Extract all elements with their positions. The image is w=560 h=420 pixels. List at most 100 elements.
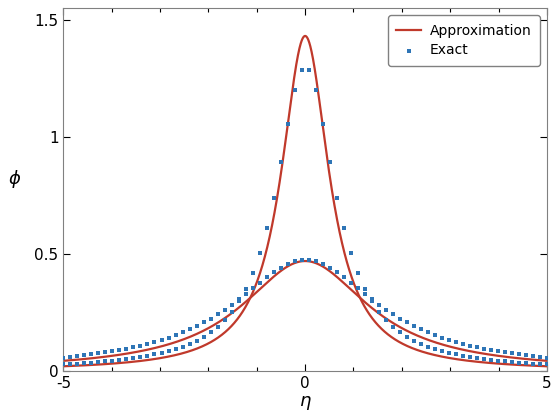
Point bbox=[290, 258, 299, 265]
Point bbox=[423, 329, 432, 336]
Point bbox=[192, 323, 201, 329]
Point bbox=[479, 345, 488, 352]
Approximation bbox=[302, 34, 309, 39]
Exact bbox=[472, 354, 481, 361]
Point bbox=[339, 274, 348, 281]
Exact bbox=[416, 341, 425, 347]
Point bbox=[437, 334, 446, 341]
X-axis label: $\eta$: $\eta$ bbox=[298, 394, 311, 412]
Exact bbox=[339, 225, 348, 231]
Point bbox=[164, 334, 173, 341]
Exact bbox=[206, 329, 215, 336]
Exact bbox=[367, 298, 376, 305]
Exact bbox=[297, 66, 306, 73]
Exact bbox=[318, 121, 327, 128]
Exact bbox=[185, 341, 194, 347]
Exact bbox=[101, 358, 110, 365]
Point bbox=[388, 311, 397, 318]
Point bbox=[304, 257, 313, 263]
Exact bbox=[269, 194, 278, 201]
Point bbox=[374, 302, 383, 308]
Point bbox=[486, 347, 495, 354]
Point bbox=[521, 352, 530, 359]
Point bbox=[150, 339, 159, 345]
Point bbox=[122, 345, 131, 352]
Exact bbox=[493, 357, 502, 364]
Point bbox=[171, 332, 180, 339]
Point bbox=[332, 269, 341, 276]
Exact bbox=[234, 298, 243, 305]
Point bbox=[136, 342, 145, 349]
Point bbox=[325, 264, 334, 271]
Point bbox=[283, 261, 292, 268]
Point bbox=[276, 264, 285, 271]
Point bbox=[507, 350, 516, 357]
Exact bbox=[178, 343, 187, 350]
Exact bbox=[171, 346, 180, 352]
Point bbox=[311, 258, 320, 265]
Point bbox=[129, 344, 138, 351]
Approximation bbox=[282, 137, 289, 142]
Point bbox=[185, 326, 194, 333]
Exact bbox=[360, 286, 369, 292]
Exact bbox=[451, 351, 460, 358]
Point bbox=[262, 274, 271, 281]
Point bbox=[451, 339, 460, 345]
Exact bbox=[150, 351, 159, 358]
Exact bbox=[325, 159, 334, 165]
Exact bbox=[479, 356, 488, 362]
Point bbox=[73, 353, 82, 360]
Exact bbox=[143, 352, 152, 359]
Exact bbox=[402, 333, 411, 340]
Point bbox=[367, 296, 376, 303]
Exact bbox=[409, 337, 418, 344]
Exact bbox=[458, 352, 467, 359]
Exact bbox=[122, 356, 131, 362]
Exact bbox=[255, 249, 264, 256]
Exact bbox=[388, 323, 397, 330]
Point bbox=[234, 296, 243, 303]
Exact bbox=[276, 159, 285, 165]
Point bbox=[227, 302, 236, 308]
Point bbox=[206, 315, 215, 322]
Point bbox=[143, 341, 152, 347]
Point bbox=[409, 323, 418, 329]
Exact bbox=[213, 323, 222, 330]
Exact bbox=[80, 360, 89, 366]
Point bbox=[108, 348, 117, 354]
Exact bbox=[486, 357, 495, 363]
Point bbox=[157, 336, 166, 343]
Exact bbox=[115, 357, 124, 363]
Exact bbox=[374, 308, 383, 315]
Exact bbox=[521, 360, 530, 366]
Exact bbox=[192, 337, 201, 344]
Exact bbox=[514, 359, 523, 366]
Exact bbox=[290, 87, 299, 94]
Approximation bbox=[544, 364, 550, 369]
Exact bbox=[164, 348, 173, 354]
Point bbox=[535, 354, 544, 360]
Point bbox=[514, 351, 523, 358]
Exact bbox=[94, 359, 103, 365]
Point bbox=[381, 306, 390, 313]
Approximation bbox=[529, 363, 536, 368]
Exact bbox=[430, 346, 439, 352]
Approximation bbox=[60, 364, 67, 369]
Point bbox=[101, 349, 110, 356]
Point bbox=[80, 352, 89, 359]
Exact bbox=[304, 66, 313, 73]
Approximation bbox=[530, 363, 536, 368]
Point bbox=[353, 285, 362, 292]
Exact bbox=[543, 361, 552, 368]
Exact bbox=[248, 270, 257, 276]
Exact bbox=[311, 87, 320, 94]
Point bbox=[199, 319, 208, 326]
Exact bbox=[73, 360, 82, 367]
Point bbox=[94, 350, 103, 357]
Point bbox=[241, 291, 250, 297]
Point bbox=[59, 354, 68, 361]
Exact bbox=[437, 348, 446, 354]
Point bbox=[543, 354, 552, 361]
Point bbox=[318, 261, 327, 268]
Exact bbox=[500, 358, 509, 365]
